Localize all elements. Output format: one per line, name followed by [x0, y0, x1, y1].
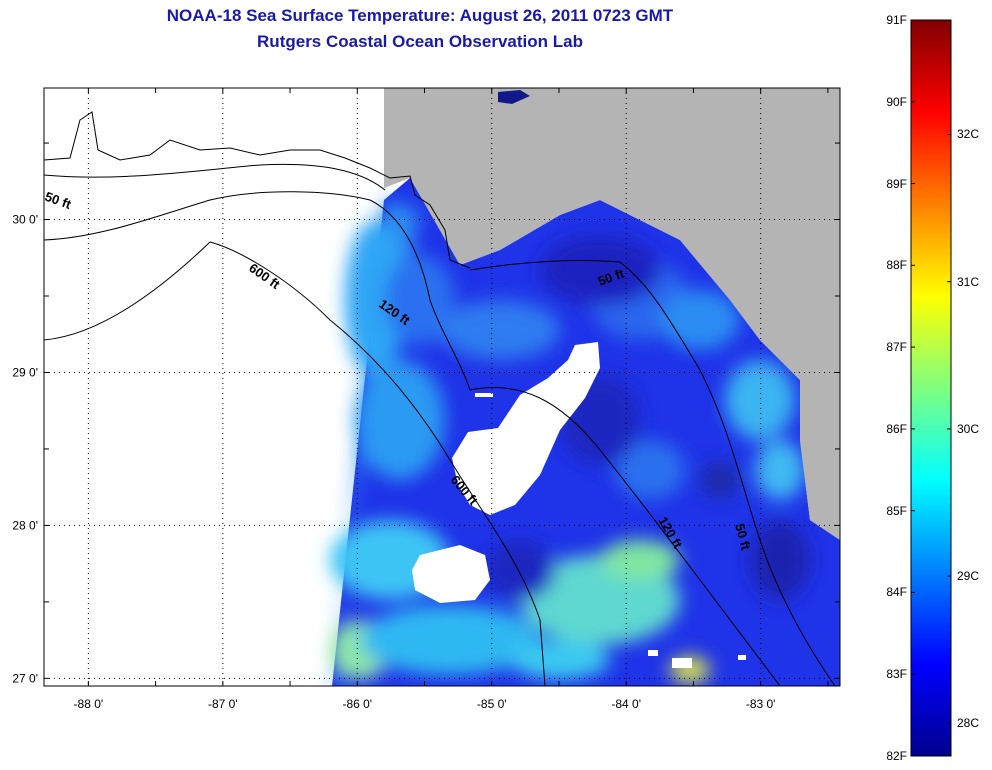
colorbar-f-label: 90F [886, 94, 907, 109]
y-tick-label: 29 0' [12, 365, 38, 379]
map-frame [43, 87, 841, 687]
cloud-speck [648, 650, 658, 656]
colorbar-f-label: 88F [886, 258, 907, 273]
colorbar-f-label: 84F [886, 585, 907, 600]
coastline-panhandle [44, 111, 471, 269]
colorbar-c-label: 28C [957, 716, 980, 731]
x-tick-label: -84 0' [611, 697, 641, 711]
colorbar-f-label: 83F [886, 667, 907, 682]
x-tick-label: -83 0' [746, 697, 776, 711]
colorbar-f-label: 87F [886, 340, 907, 355]
y-tick-label: 28 0' [12, 518, 38, 532]
cloud-speck [672, 658, 692, 668]
map-plot-area [44, 88, 840, 686]
chart-subtitle: Rutgers Coastal Ocean Observation Lab [257, 32, 583, 51]
colorbar-f-label: 86F [886, 421, 907, 436]
x-tick-label: -86 0' [342, 697, 372, 711]
cloud-speck [475, 393, 493, 397]
colorbar-c-label: 31C [957, 274, 980, 289]
colorbar [910, 19, 952, 757]
bathymetry-120ft-east [469, 387, 781, 686]
sst-warm-patches [330, 200, 810, 686]
colorbar-f-label: 89F [886, 176, 907, 191]
inland-lake [498, 90, 530, 104]
bathymetry-50ft-east [469, 259, 836, 686]
land-florida [384, 88, 840, 540]
colorbar-f-label: 85F [886, 503, 907, 518]
x-tick-label: -88 0' [74, 697, 104, 711]
x-tick-label: -85 0' [477, 697, 507, 711]
bathymetry-120ft-west [44, 191, 471, 391]
colorbar-c-label: 32C [957, 127, 980, 142]
cloud-mask-small [412, 545, 490, 603]
bathymetry-600ft [44, 241, 546, 686]
x-tick-label: -87 0' [208, 697, 238, 711]
chart-title: NOAA-18 Sea Surface Temperature: August … [166, 6, 674, 25]
cloud-mask-large [452, 342, 600, 515]
axis-ticks: -88 0' -87 0' -86 0' -85 0' -84 0' -83 0' 30 0… [12, 88, 840, 711]
bathymetry-50ft-west [44, 163, 386, 191]
y-tick-label: 30 0' [12, 213, 38, 227]
colorbar-c-label: 30C [957, 421, 980, 436]
cloud-speck [738, 655, 746, 660]
colorbar-c-label: 29C [957, 569, 980, 584]
colorbar-f-label: 91F [886, 13, 907, 27]
colorbar-ticks [911, 19, 951, 757]
colorbar-f-label: 82F [886, 749, 907, 763]
y-tick-label: 27 0' [12, 671, 38, 685]
contour-label: 50 ft [732, 522, 754, 552]
